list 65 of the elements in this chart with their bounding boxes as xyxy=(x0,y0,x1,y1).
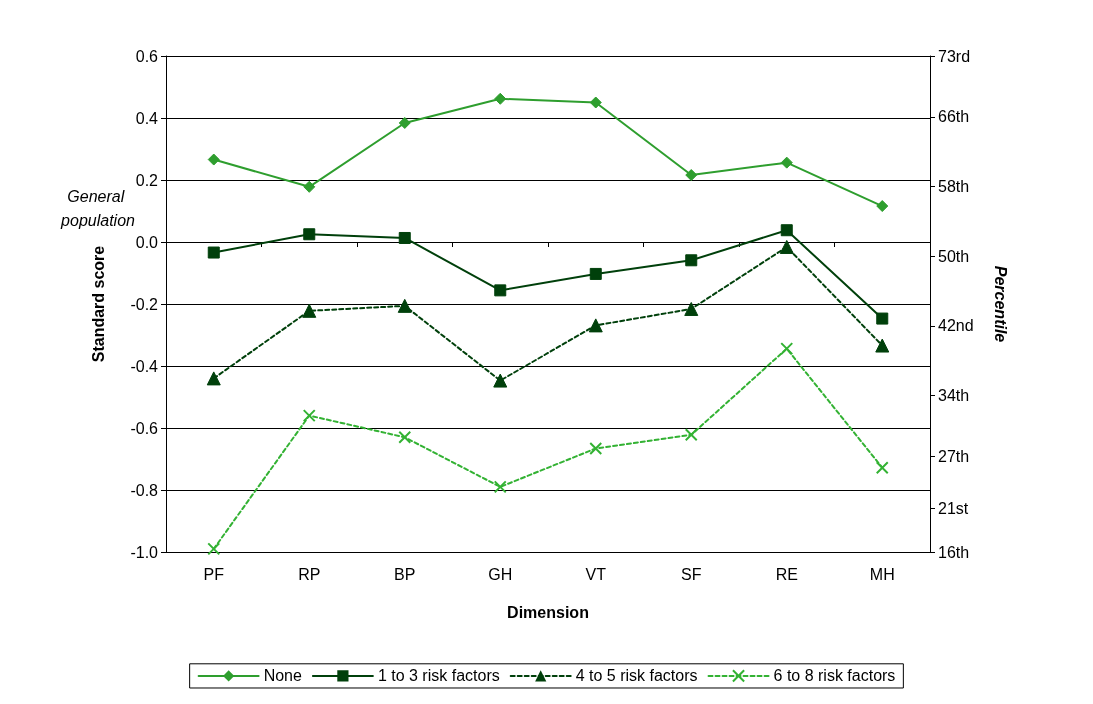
point xyxy=(780,224,793,237)
point xyxy=(589,441,603,455)
x-tick-label: GH xyxy=(488,565,513,583)
y2-tick-label: 73rd xyxy=(938,47,971,65)
point xyxy=(398,231,411,244)
y-tick-label: 0.2 xyxy=(135,171,159,189)
point xyxy=(303,180,316,193)
y2-tick-label: 42nd xyxy=(938,317,974,335)
point xyxy=(779,239,794,254)
legend-label: 1 to 3 risk factors xyxy=(377,667,500,685)
legend-label: 4 to 5 risk factors xyxy=(575,667,698,685)
point xyxy=(207,153,220,166)
y-axis-title: Standard score xyxy=(89,245,107,363)
point xyxy=(207,246,220,259)
x-tick-label: RP xyxy=(298,565,321,583)
point xyxy=(589,267,602,280)
point xyxy=(684,428,698,442)
y-tick-label: -0.8 xyxy=(130,481,159,499)
y2-tick-label: 21st xyxy=(938,499,969,517)
point xyxy=(493,480,507,494)
y2-axis-title: Percentile xyxy=(991,265,1009,343)
point xyxy=(302,409,316,423)
y-tick-label: 0.6 xyxy=(135,47,159,65)
point xyxy=(398,430,412,444)
point xyxy=(685,169,698,182)
point xyxy=(397,298,412,313)
point xyxy=(589,96,602,109)
point xyxy=(876,200,889,213)
y-tick-label: -0.2 xyxy=(130,295,159,313)
point xyxy=(875,461,889,475)
point xyxy=(876,312,889,325)
y-tick-label: 0.0 xyxy=(135,233,159,251)
point xyxy=(780,156,793,169)
point xyxy=(302,303,317,318)
point xyxy=(588,318,603,333)
x-axis-title: Dimension xyxy=(507,603,589,621)
x-tick-label: PF xyxy=(203,565,225,583)
point xyxy=(206,371,221,386)
text: General population xyxy=(60,187,136,229)
x-tick-label: SF xyxy=(681,565,702,583)
point xyxy=(875,338,890,353)
y-tick-label: 0.4 xyxy=(135,109,159,127)
point xyxy=(398,116,411,129)
y2-tick-label: 66th xyxy=(938,108,970,126)
x-tick-label: BP xyxy=(394,565,416,583)
y2-tick-label: 27th xyxy=(938,447,970,465)
point xyxy=(207,542,221,556)
y2-tick-label: 58th xyxy=(938,178,970,196)
point xyxy=(780,342,794,356)
legend-label: None xyxy=(263,667,302,685)
point xyxy=(493,373,508,388)
y2-tick-label: 16th xyxy=(938,543,970,561)
point xyxy=(685,254,698,267)
point xyxy=(684,301,699,316)
x-tick-label: MH xyxy=(869,565,895,583)
y2-tick-label: 34th xyxy=(938,386,970,404)
y-tick-label: -0.4 xyxy=(130,357,159,375)
x-tick-label: VT xyxy=(585,565,607,583)
x-tick-label: RE xyxy=(775,565,798,583)
point xyxy=(303,228,316,241)
point xyxy=(494,284,507,297)
y-tick-label: -0.6 xyxy=(130,419,159,437)
y2-tick-label: 50th xyxy=(938,247,970,265)
legend-label: 6 to 8 risk factors xyxy=(773,667,896,685)
y-tick-label: -1.0 xyxy=(130,543,159,561)
